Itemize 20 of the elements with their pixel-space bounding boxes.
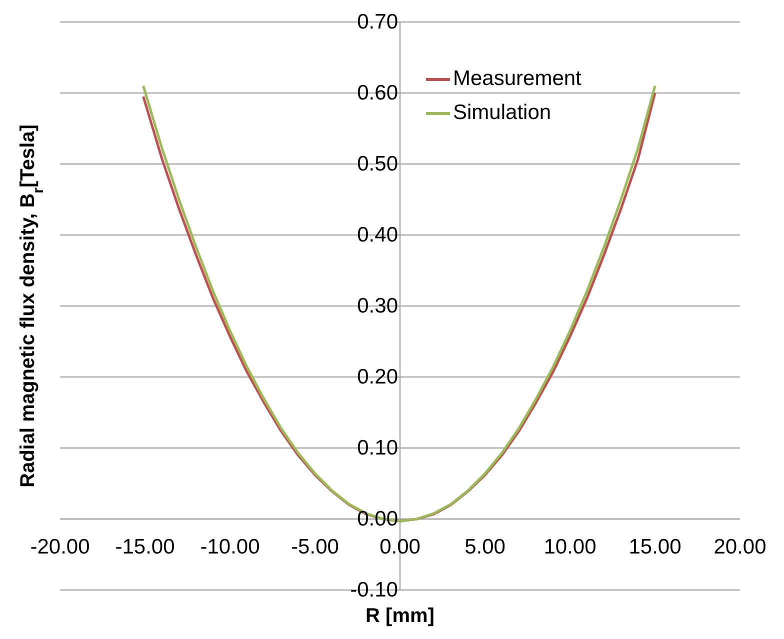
x-tick-label: -10.00	[200, 535, 260, 558]
legend-label: Simulation	[453, 100, 552, 126]
y-tick-label: 0.60	[357, 82, 398, 104]
y-tick-label: 0.40	[357, 224, 398, 246]
x-tick-label: -15.00	[115, 535, 175, 558]
x-axis-title: R [mm]	[366, 605, 434, 627]
x-tick-label: -5.00	[291, 535, 339, 558]
x-tick-label: 15.00	[628, 535, 682, 558]
x-tick-label: 10.00	[544, 535, 596, 558]
y-tick-label: 0.10	[357, 436, 398, 460]
x-tick-label: -20.00	[30, 535, 90, 558]
y-tick-label: 0.30	[357, 294, 398, 318]
x-tick-label: 20.00	[714, 535, 766, 558]
y-tick-label: 0.50	[357, 152, 398, 176]
y-tick-label: 0.70	[357, 10, 398, 34]
y-tick-label: -0.10	[350, 578, 398, 602]
x-tick-label: 5.00	[464, 535, 506, 558]
legend-label: Measurement	[453, 66, 582, 92]
y-tick-label: 0.20	[357, 366, 398, 388]
x-tick-label: 0.00	[380, 535, 420, 558]
